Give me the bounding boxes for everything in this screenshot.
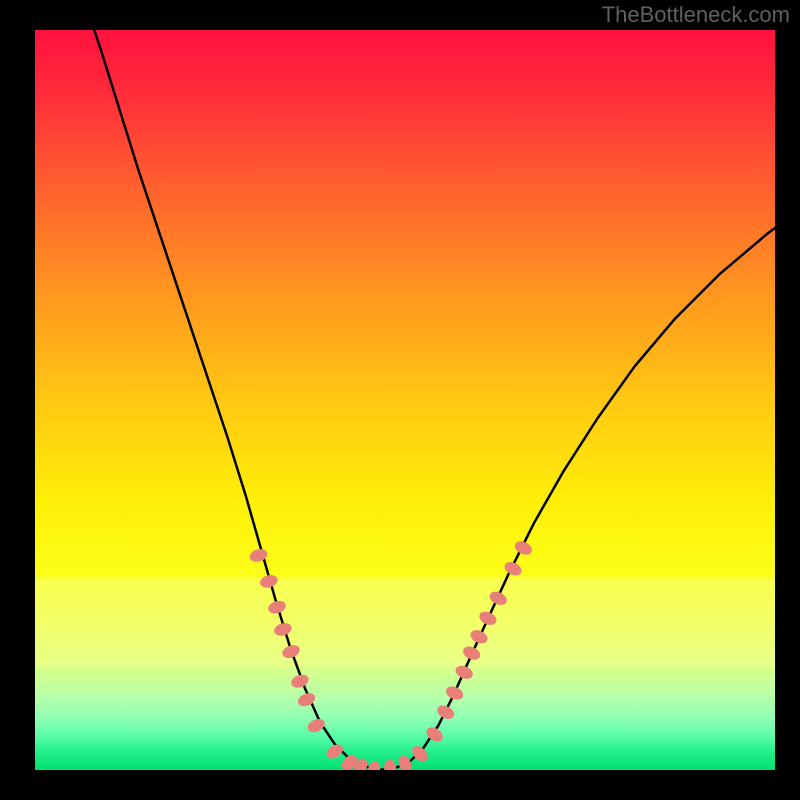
bottleneck-chart <box>0 0 800 800</box>
yellow-band <box>35 578 775 667</box>
watermark-text: TheBottleneck.com <box>602 2 790 28</box>
